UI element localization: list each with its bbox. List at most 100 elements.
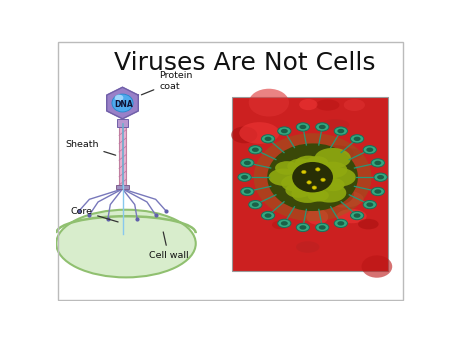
Ellipse shape: [292, 162, 333, 192]
Ellipse shape: [338, 221, 344, 225]
Ellipse shape: [244, 161, 251, 165]
Bar: [117, 119, 128, 127]
Ellipse shape: [56, 210, 196, 277]
Ellipse shape: [287, 159, 315, 174]
Ellipse shape: [249, 200, 262, 209]
Ellipse shape: [241, 159, 254, 167]
Ellipse shape: [318, 183, 354, 206]
Ellipse shape: [241, 175, 248, 179]
Bar: [116, 185, 129, 189]
Ellipse shape: [374, 189, 381, 194]
Ellipse shape: [351, 211, 364, 220]
Ellipse shape: [354, 213, 360, 218]
Ellipse shape: [292, 143, 328, 162]
Ellipse shape: [316, 99, 339, 111]
Ellipse shape: [315, 148, 351, 169]
Ellipse shape: [299, 225, 306, 230]
Ellipse shape: [307, 181, 311, 184]
Polygon shape: [107, 87, 138, 119]
Ellipse shape: [296, 223, 310, 232]
Ellipse shape: [244, 189, 251, 194]
Ellipse shape: [377, 175, 384, 179]
Ellipse shape: [322, 178, 345, 191]
Ellipse shape: [249, 89, 289, 117]
Ellipse shape: [267, 143, 358, 211]
Ellipse shape: [321, 119, 350, 130]
Ellipse shape: [358, 219, 378, 230]
Ellipse shape: [323, 168, 356, 187]
Ellipse shape: [315, 223, 329, 232]
Bar: [119, 127, 126, 185]
Text: Cell wall: Cell wall: [148, 232, 188, 260]
Ellipse shape: [366, 202, 373, 207]
Ellipse shape: [278, 127, 291, 135]
Ellipse shape: [281, 175, 310, 192]
Ellipse shape: [312, 183, 346, 202]
Ellipse shape: [231, 126, 257, 143]
Ellipse shape: [281, 221, 288, 225]
Text: Sheath: Sheath: [65, 140, 116, 155]
Ellipse shape: [306, 156, 328, 169]
Ellipse shape: [319, 225, 326, 230]
Ellipse shape: [319, 162, 347, 178]
Ellipse shape: [261, 135, 274, 143]
Ellipse shape: [334, 219, 347, 227]
Ellipse shape: [294, 154, 327, 170]
Ellipse shape: [363, 146, 376, 154]
Ellipse shape: [315, 123, 329, 131]
Ellipse shape: [269, 169, 299, 186]
Ellipse shape: [239, 122, 279, 144]
Ellipse shape: [296, 178, 331, 203]
Ellipse shape: [238, 173, 251, 182]
Ellipse shape: [371, 187, 384, 196]
Ellipse shape: [272, 220, 288, 229]
Ellipse shape: [285, 183, 312, 198]
Ellipse shape: [374, 161, 381, 165]
Ellipse shape: [334, 127, 347, 135]
Ellipse shape: [366, 148, 373, 152]
Text: DNA: DNA: [114, 100, 133, 109]
Ellipse shape: [261, 211, 274, 220]
Ellipse shape: [354, 137, 360, 141]
Ellipse shape: [278, 219, 291, 227]
Ellipse shape: [265, 213, 271, 218]
Text: Protein
coat: Protein coat: [141, 71, 193, 95]
Ellipse shape: [299, 99, 317, 110]
Ellipse shape: [315, 168, 320, 171]
Ellipse shape: [296, 123, 310, 131]
Ellipse shape: [299, 125, 306, 129]
Ellipse shape: [306, 209, 328, 225]
Ellipse shape: [351, 135, 364, 143]
Ellipse shape: [371, 159, 384, 167]
Ellipse shape: [302, 170, 306, 174]
Ellipse shape: [337, 209, 367, 223]
Bar: [232, 97, 387, 271]
Ellipse shape: [296, 241, 320, 253]
Ellipse shape: [324, 190, 364, 208]
Ellipse shape: [344, 99, 365, 111]
Ellipse shape: [281, 129, 288, 133]
Ellipse shape: [249, 146, 262, 154]
Ellipse shape: [112, 94, 133, 112]
Ellipse shape: [363, 200, 376, 209]
Ellipse shape: [307, 189, 329, 201]
Ellipse shape: [254, 133, 372, 221]
Ellipse shape: [321, 178, 325, 182]
Ellipse shape: [374, 173, 387, 182]
Ellipse shape: [335, 148, 362, 160]
Ellipse shape: [312, 186, 317, 189]
Ellipse shape: [320, 145, 354, 162]
Ellipse shape: [295, 155, 322, 171]
Ellipse shape: [252, 202, 259, 207]
Ellipse shape: [361, 256, 392, 278]
Ellipse shape: [115, 95, 123, 101]
Ellipse shape: [338, 129, 344, 133]
Ellipse shape: [319, 125, 326, 129]
Text: Viruses Are Not Cells: Viruses Are Not Cells: [114, 51, 375, 75]
Text: Core: Core: [70, 207, 118, 222]
Ellipse shape: [292, 185, 324, 203]
Ellipse shape: [275, 161, 299, 175]
Ellipse shape: [241, 187, 254, 196]
Ellipse shape: [265, 137, 271, 141]
Ellipse shape: [252, 148, 259, 152]
